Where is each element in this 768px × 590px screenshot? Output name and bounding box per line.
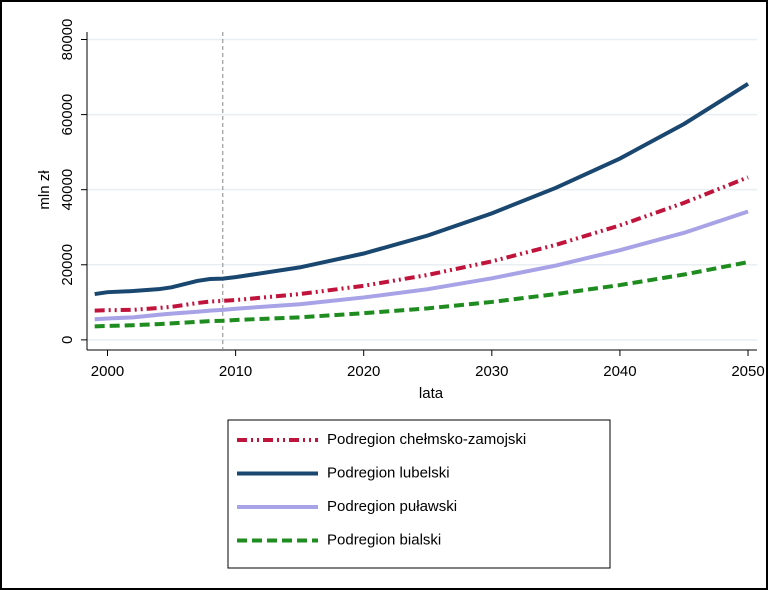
- y-tick-label: 80000: [59, 19, 76, 61]
- x-axis-label: lata: [419, 385, 444, 402]
- legend-label: Podregion bialski: [327, 531, 441, 548]
- legend-label: Podregion lubelski: [327, 464, 450, 481]
- legend-label: Podregion puławski: [327, 498, 457, 515]
- x-tick-label: 2000: [91, 363, 124, 380]
- series-line: [94, 175, 749, 313]
- x-tick-label: 2040: [603, 363, 636, 380]
- legend-box: [227, 419, 611, 569]
- legend-label: Podregion chełmsko-zamojski: [327, 431, 526, 448]
- x-tick-label: 2010: [219, 363, 252, 380]
- y-tick-label: 0: [59, 336, 76, 344]
- y-tick-label: 40000: [59, 169, 76, 211]
- x-tick-label: 2030: [475, 363, 508, 380]
- x-tick-label: 2050: [731, 363, 764, 380]
- x-tick-label: 2020: [347, 363, 380, 380]
- y-tick-label: 20000: [59, 244, 76, 286]
- series-line: [94, 82, 750, 297]
- series-line: [94, 209, 749, 322]
- y-axis-label: mln zł: [36, 170, 53, 210]
- series-line: [94, 260, 749, 329]
- y-tick-label: 60000: [59, 94, 76, 136]
